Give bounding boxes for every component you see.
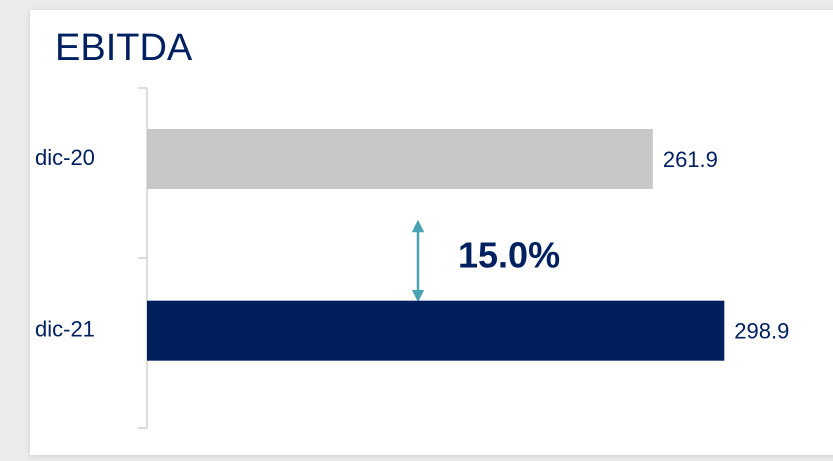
value-label: 298.9 (734, 318, 789, 343)
chart-title: EBITDA (55, 27, 193, 69)
bar (147, 129, 653, 189)
category-label: dic-21 (35, 316, 95, 341)
annotation: 15.0% (458, 235, 560, 276)
value-label: 261.9 (663, 147, 718, 172)
card (30, 10, 833, 455)
bar (147, 300, 725, 361)
category-label: dic-20 (35, 145, 95, 170)
